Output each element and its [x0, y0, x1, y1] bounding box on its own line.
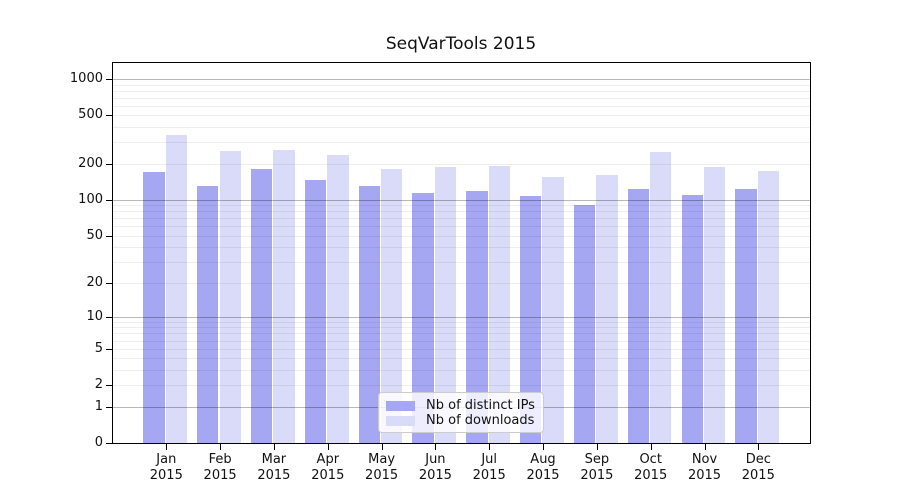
bar-apr-downloads: [327, 154, 349, 443]
x-tick-label-jul: Jul 2015: [472, 452, 506, 483]
legend-item-downloads: Nb of downloads: [386, 413, 535, 428]
bar-nov-downloads: [703, 166, 726, 443]
bar-aug-ips: [520, 196, 542, 443]
legend-item-distinct-ips: Nb of distinct IPs: [386, 398, 535, 413]
bar-jan-downloads: [165, 134, 188, 443]
x-tick-label-mar: Mar 2015: [257, 452, 291, 483]
left-spine: [112, 62, 113, 444]
x-tick: [758, 444, 760, 450]
bar-nov-ips: [681, 194, 703, 443]
bar-feb-downloads: [219, 150, 241, 443]
bar-aug-downloads: [542, 176, 564, 443]
y-tick-label: 10: [86, 308, 103, 324]
y-tick-label: 1000: [69, 70, 103, 86]
x-tick: [596, 444, 598, 450]
x-tick-label-feb: Feb 2015: [203, 452, 237, 483]
bar-sep-downloads: [596, 175, 618, 443]
x-tick-label-oct: Oct 2015: [634, 452, 668, 483]
y-tick-label: 200: [78, 155, 103, 171]
x-tick: [220, 444, 222, 450]
right-spine: [810, 62, 811, 444]
x-tick: [381, 444, 383, 450]
bar-mar-ips: [250, 169, 273, 443]
y-tick-label: 100: [78, 191, 103, 207]
x-tick: [435, 444, 437, 450]
legend-label-downloads: Nb of downloads: [426, 413, 535, 428]
bar-jul-ips: [466, 190, 488, 443]
bar-feb-ips: [197, 186, 219, 443]
y-tick-label: 500: [78, 107, 103, 123]
y-tick-label: 20: [86, 274, 103, 290]
x-tick-label-apr: Apr 2015: [311, 452, 345, 483]
bar-sep-ips: [573, 205, 596, 443]
bar-mar-downloads: [273, 150, 295, 443]
bar-may-downloads: [381, 168, 403, 443]
x-tick-label-aug: Aug 2015: [526, 452, 560, 483]
bar-may-ips: [358, 186, 380, 443]
y-tick-label: 50: [86, 227, 103, 243]
legend-swatch-downloads: [386, 415, 415, 426]
top-spine: [112, 62, 811, 63]
x-tick-label-jan: Jan 2015: [149, 452, 183, 483]
x-tick: [704, 444, 706, 450]
x-tick: [650, 444, 652, 450]
x-tick-label-may: May 2015: [365, 452, 399, 483]
x-tick: [166, 444, 168, 450]
bar-jun-ips: [412, 192, 434, 443]
x-tick-label-nov: Nov 2015: [687, 452, 722, 483]
legend: Nb of distinct IPs Nb of downloads: [378, 392, 544, 433]
bar-dec-downloads: [757, 171, 780, 443]
x-tick: [489, 444, 491, 450]
x-tick-label-jun: Jun 2015: [418, 452, 452, 483]
x-tick: [273, 444, 275, 450]
plot-area: [112, 62, 810, 443]
x-tick-label-sep: Sep 2015: [580, 452, 614, 483]
chart-title: SeqVarTools 2015: [385, 34, 537, 54]
bar-jul-downloads: [488, 166, 510, 443]
y-tick-label: 2: [94, 377, 103, 393]
y-tick-label: 0: [94, 435, 103, 450]
x-tick-label-dec: Dec 2015: [741, 452, 775, 483]
y-tick-label: 1: [94, 398, 103, 414]
legend-label-distinct-ips: Nb of distinct IPs: [426, 398, 535, 413]
y-tick-label: 5: [94, 340, 103, 356]
bar-oct-ips: [627, 188, 650, 443]
bar-jun-downloads: [434, 166, 457, 443]
bar-oct-downloads: [650, 152, 672, 443]
x-tick: [327, 444, 329, 450]
bottom-spine: [112, 443, 811, 444]
x-tick: [543, 444, 544, 450]
legend-swatch-distinct-ips: [386, 400, 415, 411]
bar-apr-ips: [304, 179, 327, 443]
bar-jan-ips: [143, 172, 165, 443]
bar-dec-ips: [735, 188, 757, 443]
